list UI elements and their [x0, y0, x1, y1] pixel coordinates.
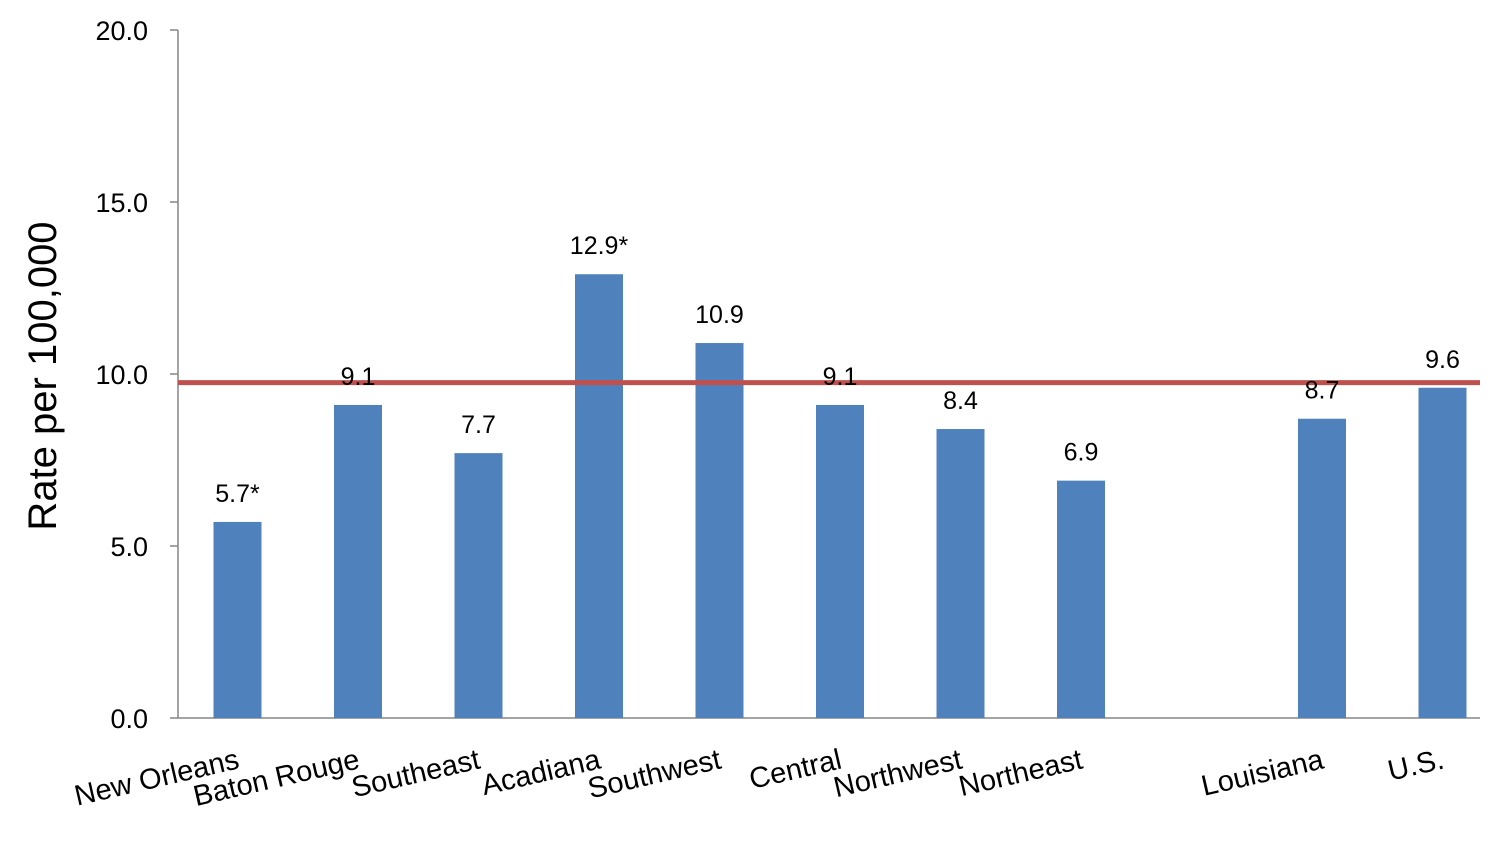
y-axis-title-group: Rate per 100,000	[21, 221, 65, 530]
data-label: 8.7	[1305, 377, 1340, 405]
data-label: 12.9*	[570, 232, 629, 260]
category-label: Acadiana	[479, 743, 605, 802]
data-label: 9.1	[341, 363, 376, 391]
data-label: 9.6	[1425, 346, 1460, 374]
y-tick-label: 10.0	[95, 360, 148, 390]
bar	[816, 404, 864, 718]
axes: 0.0 5.0 10.0 15.0 20.0	[95, 16, 1480, 734]
category-label: Northeast	[956, 744, 1086, 803]
data-labels: 5.7* 9.1 7.7 12.9* 10.9 9.1 8.4 6.9 8.7 9.6	[215, 232, 1460, 508]
category-label: U.S.	[1385, 744, 1447, 788]
bar	[1057, 480, 1105, 718]
y-axis-title: Rate per 100,000	[21, 221, 65, 530]
y-tick-label: 20.0	[95, 16, 148, 46]
data-label: 8.4	[943, 387, 978, 415]
bar	[1298, 418, 1346, 718]
category-label: Louisiana	[1198, 743, 1327, 802]
y-tick-label: 15.0	[95, 188, 148, 218]
bars	[213, 274, 1467, 718]
category-label: Central	[746, 744, 844, 796]
data-label: 9.1	[823, 363, 858, 391]
data-label: 10.9	[695, 301, 744, 329]
bar	[334, 404, 382, 718]
y-tick-label: 0.0	[110, 704, 148, 734]
data-label: 7.7	[461, 411, 496, 439]
category-label: Northwest	[831, 744, 965, 805]
bar	[575, 274, 623, 718]
data-label: 6.9	[1064, 439, 1099, 467]
data-label: 5.7*	[215, 480, 260, 508]
category-label: Southwest	[585, 744, 724, 806]
category-label: Southeast	[349, 744, 483, 805]
bar	[213, 521, 262, 718]
bar	[1418, 387, 1467, 718]
bar	[454, 453, 503, 718]
bar	[695, 343, 744, 718]
bar	[936, 429, 985, 718]
y-tick-label: 5.0	[110, 532, 148, 562]
